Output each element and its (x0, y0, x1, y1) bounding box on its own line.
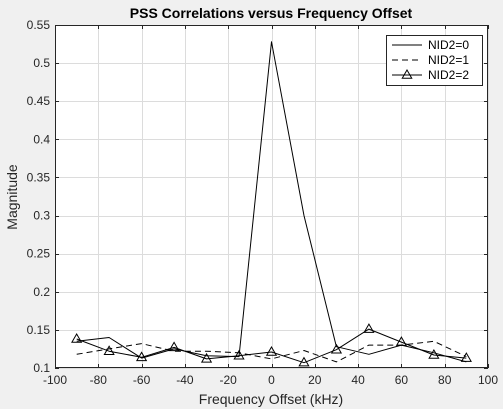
legend-label: NID2=2 (428, 68, 469, 82)
y-tick-label: 0.45 (27, 94, 51, 108)
y-tick-label: 0.55 (27, 18, 51, 32)
data-point-marker (200, 352, 213, 363)
series-layer (71, 41, 472, 367)
x-tick-label: -60 (133, 373, 151, 387)
data-point-marker (265, 345, 278, 356)
chart-title: PSS Correlations versus Frequency Offset (130, 5, 413, 21)
data-point-marker (168, 341, 180, 352)
legend-marker (401, 68, 413, 79)
y-tick-label: 0.1 (33, 361, 50, 375)
data-point-marker (233, 349, 245, 360)
x-tick-label: -20 (220, 373, 238, 387)
x-tick-label: 80 (438, 373, 452, 387)
y-axis-ticks: 0.1 0.15 0.2 0.25 0.3 0.35 0.4 0.45 0.5 0.55 (27, 18, 488, 375)
x-tick-label: -40 (176, 373, 194, 387)
data-point-marker (103, 345, 115, 355)
x-axis-ticks: -100 -80 -60 -40 -20 0 20 40 60 80 100 (43, 25, 498, 387)
x-tick-label: 20 (308, 373, 322, 387)
legend-label: NID2=0 (428, 38, 469, 52)
data-point-marker (460, 352, 472, 362)
y-tick-label: 0.25 (27, 247, 51, 261)
series-line-nid2-2 (76, 328, 467, 364)
x-tick-label: 0 (268, 373, 275, 387)
x-tick-label: 60 (395, 373, 409, 387)
data-point-marker (428, 349, 440, 359)
data-point-marker (395, 336, 408, 346)
x-tick-label: -80 (90, 373, 108, 387)
data-point-marker (298, 356, 310, 367)
data-point-marker (135, 351, 148, 362)
legend-label: NID2=1 (428, 53, 469, 67)
y-tick-label: 0.4 (33, 132, 50, 146)
y-tick-label: 0.3 (33, 209, 50, 223)
plot-border (55, 25, 488, 368)
y-tick-label: 0.2 (33, 285, 50, 299)
x-tick-label: 40 (351, 373, 365, 387)
y-tick-label: 0.5 (33, 56, 50, 70)
y-tick-label: 0.15 (27, 323, 51, 337)
y-axis-label: Magnitude (4, 164, 20, 230)
y-tick-label: 0.35 (27, 170, 51, 184)
x-tick-label: 100 (478, 373, 498, 387)
x-tick-label: -100 (43, 373, 67, 387)
data-point-marker (330, 343, 343, 354)
data-point-marker (71, 333, 83, 343)
x-axis-label: Frequency Offset (kHz) (199, 391, 343, 407)
grid (55, 25, 489, 369)
data-point-marker (363, 323, 375, 333)
